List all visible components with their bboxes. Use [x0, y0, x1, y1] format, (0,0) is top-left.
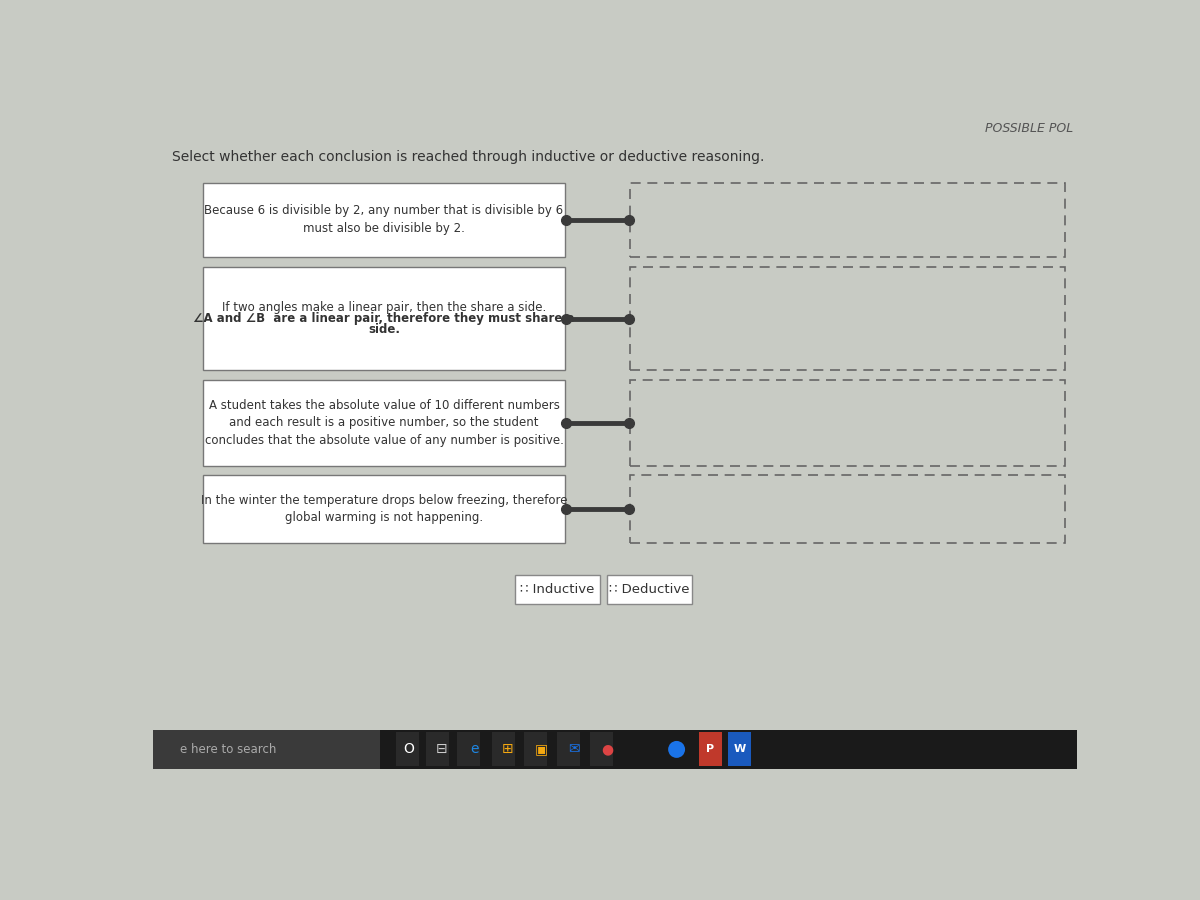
Text: A student takes the absolute value of 10 different numbers
and each result is a : A student takes the absolute value of 10… [204, 399, 564, 447]
FancyBboxPatch shape [607, 574, 692, 604]
Text: ✉: ✉ [569, 742, 580, 756]
Text: ⊞: ⊞ [502, 742, 514, 756]
FancyBboxPatch shape [154, 730, 380, 769]
FancyBboxPatch shape [203, 380, 565, 466]
Text: ∷ Deductive: ∷ Deductive [610, 583, 690, 596]
Text: W: W [733, 744, 746, 754]
FancyBboxPatch shape [557, 733, 581, 767]
Text: In the winter the temperature drops below freezing, therefore
global warming is : In the winter the temperature drops belo… [200, 494, 568, 525]
Text: side.: side. [368, 323, 400, 336]
FancyBboxPatch shape [203, 267, 565, 370]
Text: If two angles make a linear pair, then the share a side.: If two angles make a linear pair, then t… [222, 302, 546, 314]
Text: e here to search: e here to search [180, 742, 276, 756]
Text: ⊟: ⊟ [436, 742, 448, 756]
Text: Because 6 is divisible by 2, any number that is divisible by 6
must also be divi: Because 6 is divisible by 2, any number … [204, 204, 564, 235]
Text: ▣: ▣ [534, 742, 547, 756]
FancyBboxPatch shape [154, 108, 1078, 801]
Circle shape [668, 741, 685, 758]
FancyBboxPatch shape [154, 730, 1078, 769]
Text: P: P [707, 744, 714, 754]
FancyBboxPatch shape [396, 733, 419, 767]
Text: ∷ Inductive: ∷ Inductive [520, 583, 594, 596]
FancyBboxPatch shape [589, 733, 613, 767]
Text: ∠A and ∠B  are a linear pair, therefore they must share a: ∠A and ∠B are a linear pair, therefore t… [193, 312, 575, 325]
FancyBboxPatch shape [728, 733, 751, 767]
Text: O: O [403, 742, 414, 756]
FancyBboxPatch shape [203, 475, 565, 543]
FancyBboxPatch shape [515, 574, 600, 604]
FancyBboxPatch shape [426, 733, 450, 767]
FancyBboxPatch shape [492, 733, 515, 767]
FancyBboxPatch shape [524, 733, 547, 767]
Text: e: e [470, 742, 479, 756]
Text: Select whether each conclusion is reached through inductive or deductive reasoni: Select whether each conclusion is reache… [173, 150, 764, 165]
Text: POSSIBLE POL: POSSIBLE POL [985, 122, 1073, 135]
FancyBboxPatch shape [203, 183, 565, 256]
FancyBboxPatch shape [698, 733, 722, 767]
Text: ●: ● [601, 742, 613, 756]
FancyBboxPatch shape [457, 733, 480, 767]
